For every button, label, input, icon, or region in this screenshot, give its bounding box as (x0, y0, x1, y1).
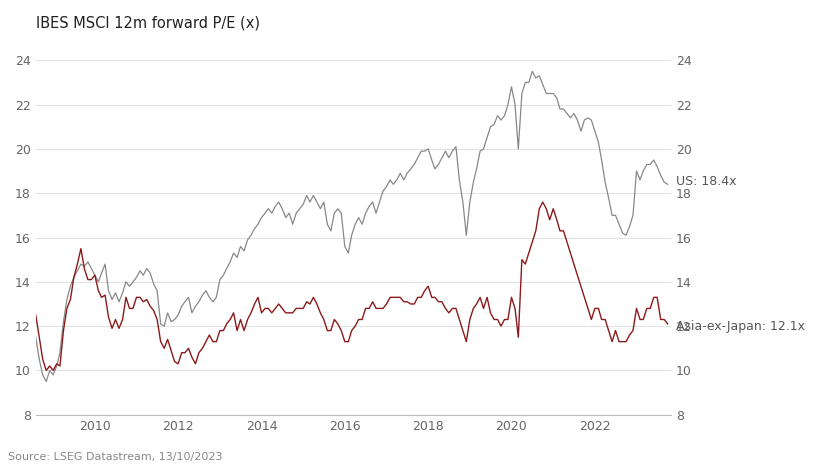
Text: Source: LSEG Datastream, 13/10/2023: Source: LSEG Datastream, 13/10/2023 (8, 453, 223, 462)
Text: Asia-ex-Japan: 12.1x: Asia-ex-Japan: 12.1x (675, 320, 804, 333)
Text: US: 18.4x: US: 18.4x (675, 175, 735, 188)
Text: IBES MSCI 12m forward P/E (x): IBES MSCI 12m forward P/E (x) (36, 15, 260, 30)
